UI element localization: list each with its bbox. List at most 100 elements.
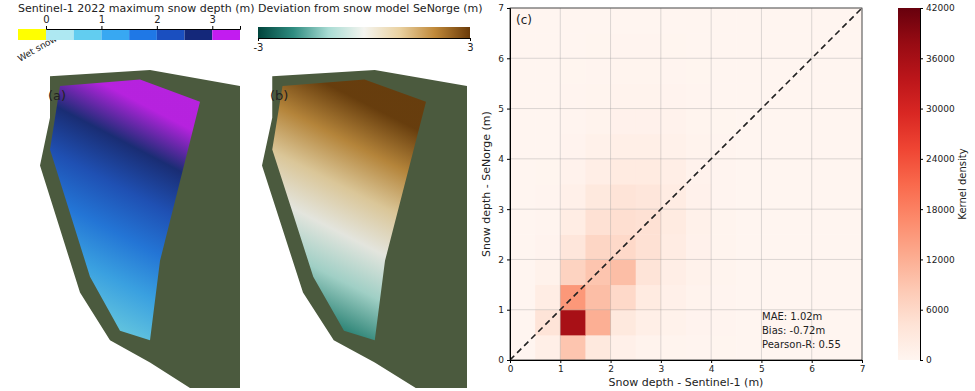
density-cell: [535, 83, 561, 109]
density-cell: [510, 109, 536, 135]
axis-line: [47, 26, 241, 30]
density-cell: [787, 184, 813, 210]
density-cell: [711, 58, 737, 84]
tick-label: 3: [498, 205, 504, 215]
density-cell: [535, 335, 561, 360]
category-swatch: [18, 29, 46, 40]
tick-mark: [507, 58, 510, 59]
tick-label: 7: [860, 364, 866, 374]
density-cell: [585, 209, 611, 235]
density-cell: [636, 310, 662, 336]
density-cell: [711, 159, 737, 185]
tick: 2: [608, 360, 614, 374]
density-cell: [837, 259, 862, 285]
tick: 2: [154, 14, 160, 29]
density-cell: [611, 259, 637, 285]
density-cell: [560, 234, 586, 260]
grid-line: [510, 209, 862, 210]
colorbar: [258, 27, 470, 38]
tick-label: 5: [498, 104, 504, 114]
tick: 5: [498, 104, 510, 114]
density-cell: [711, 209, 737, 235]
density-cell: [661, 159, 687, 185]
density-cell: [761, 134, 787, 160]
density-cell: [661, 209, 687, 235]
panel-label: (b): [270, 88, 288, 103]
density-cell: [510, 184, 536, 210]
density-cell: [636, 285, 662, 311]
density-cell: [636, 184, 662, 210]
density-cell: [611, 310, 637, 336]
density-cell: [787, 83, 813, 109]
density-cell: [686, 33, 712, 59]
density-cell: [736, 234, 762, 260]
density-cell: [510, 259, 536, 285]
density-cell: [711, 8, 737, 34]
density-cell: [585, 159, 611, 185]
colorbar-segment: [212, 29, 240, 40]
tick-mark: [761, 360, 762, 363]
density-cell: [787, 109, 813, 135]
axis: 01234567: [508, 360, 866, 374]
colorbar-segment: [101, 29, 129, 40]
density-cell: [761, 259, 787, 285]
density-cell: [736, 209, 762, 235]
density-cell: [787, 134, 813, 160]
density-cell: [812, 285, 838, 311]
tick-mark: [711, 360, 712, 363]
density-cell: [661, 285, 687, 311]
tick-label: 3: [658, 364, 664, 374]
density-cell: [585, 285, 611, 311]
density-cell: [636, 109, 662, 135]
annotation: MAE: 1.02m: [762, 311, 822, 322]
tick-label: 1: [498, 305, 504, 315]
density-cell: [611, 83, 637, 109]
tick: 1: [99, 14, 105, 29]
grid-line: [510, 259, 862, 260]
figure: Sentinel-1 2022 maximum snow depth (m)(a…: [0, 0, 975, 391]
density-cell: [837, 134, 862, 160]
tick-mark: [507, 159, 510, 160]
density-cell: [560, 335, 586, 360]
tick: 0: [508, 360, 514, 374]
density-cell: [787, 209, 813, 235]
colorbar-title: Sentinel-1 2022 maximum snow depth (m): [18, 2, 255, 15]
density-cell: [711, 335, 737, 360]
density-cell: [585, 184, 611, 210]
density-cell: [585, 310, 611, 336]
density-cell: [661, 8, 687, 34]
density-cell: [812, 134, 838, 160]
density-cell: [636, 134, 662, 160]
grid: [510, 8, 862, 360]
tick-mark: [560, 360, 561, 363]
tick-label: 30000: [926, 104, 955, 114]
density-cell: [736, 134, 762, 160]
density-cell: [611, 33, 637, 59]
tick-label: 2: [154, 14, 160, 25]
tick-mark: [258, 38, 259, 41]
density-cell: [510, 33, 536, 59]
density-cell: [812, 159, 838, 185]
tick: 3: [210, 14, 216, 29]
grid-line: [510, 158, 862, 159]
density-cell: [585, 58, 611, 84]
density-cell: [510, 285, 536, 311]
axis: 0 1 2 3: [43, 14, 240, 30]
axis: -33: [254, 38, 474, 53]
density-cell: [661, 310, 687, 336]
grid-line: [711, 8, 712, 360]
density-cell: [535, 134, 561, 160]
density-cell: [636, 58, 662, 84]
tick-mark: [812, 360, 813, 363]
density-cell: [611, 58, 637, 84]
tick-mark: [507, 8, 510, 9]
density-cell: [510, 310, 536, 336]
colorbar: [898, 8, 920, 360]
tick: 0: [43, 14, 49, 29]
colorbar-segment: [157, 29, 185, 40]
cells: [510, 8, 862, 360]
grid-line: [610, 8, 611, 360]
density-cell: [510, 209, 536, 235]
land: [262, 70, 467, 388]
density-cell: [560, 209, 586, 235]
